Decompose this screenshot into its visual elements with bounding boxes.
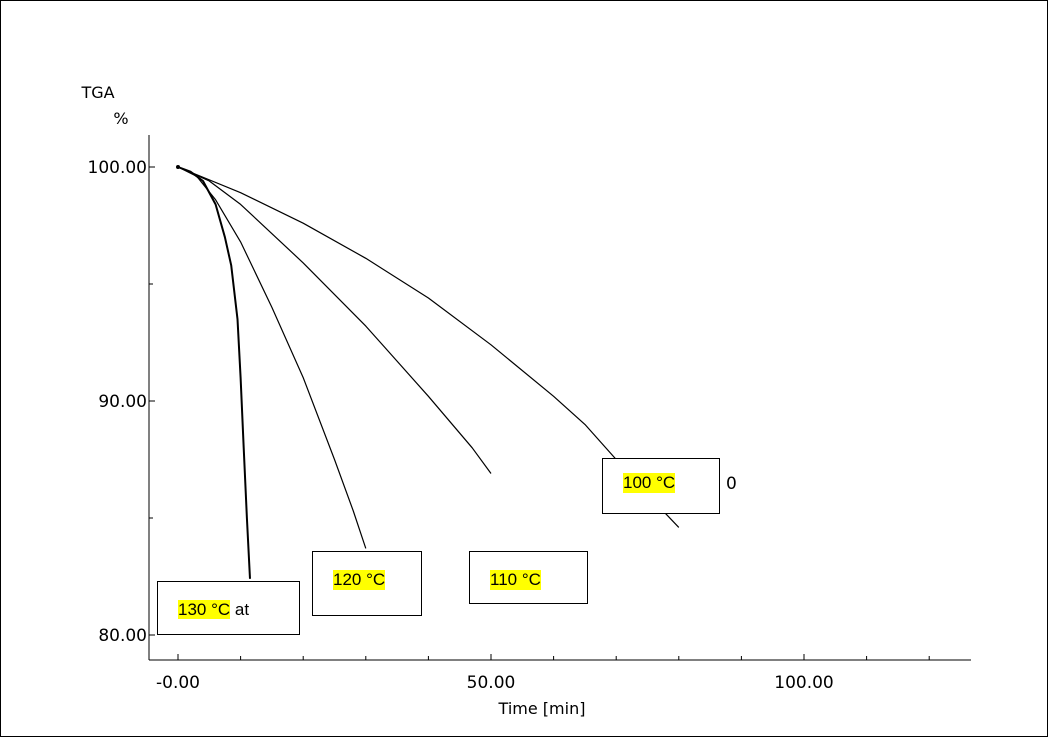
series-line-120 [177,166,367,549]
label-100: 100 °C [623,473,676,493]
axes [148,135,971,661]
series-line-130 [177,166,251,579]
label-100-overflow-char: 0 [726,474,737,494]
label-110: 110 °C [490,570,541,590]
label-box-130: 130 °C at [157,581,300,635]
label-box-110: 110 °C [469,551,588,604]
y-tick-label: 80.00 [98,626,147,646]
y-axis-label-line1: TGA [80,83,114,102]
y-tick-label: 100.00 [88,158,147,178]
label-box-100: 100 °C [602,458,720,514]
label-120: 120 °C [333,570,386,590]
label-130-highlight: 130 °C [178,600,231,619]
x-tick-label: 100.00 [774,673,833,693]
x-tick-label: 50.00 [467,673,516,693]
label-box-120: 120 °C [312,551,422,616]
ticks: 80.00 90.00 100.00 -0.00 50.00 100.00 [88,158,930,693]
curves [176,165,680,579]
x-tick-label: -0.00 [156,673,200,693]
y-axis-label-line2: % [113,109,128,128]
x-axis-label: Time [min] [498,699,586,718]
label-130-suffix: at [230,600,250,619]
start-point [176,165,180,169]
y-tick-label: 90.00 [98,392,147,412]
series-line-110 [177,166,492,474]
